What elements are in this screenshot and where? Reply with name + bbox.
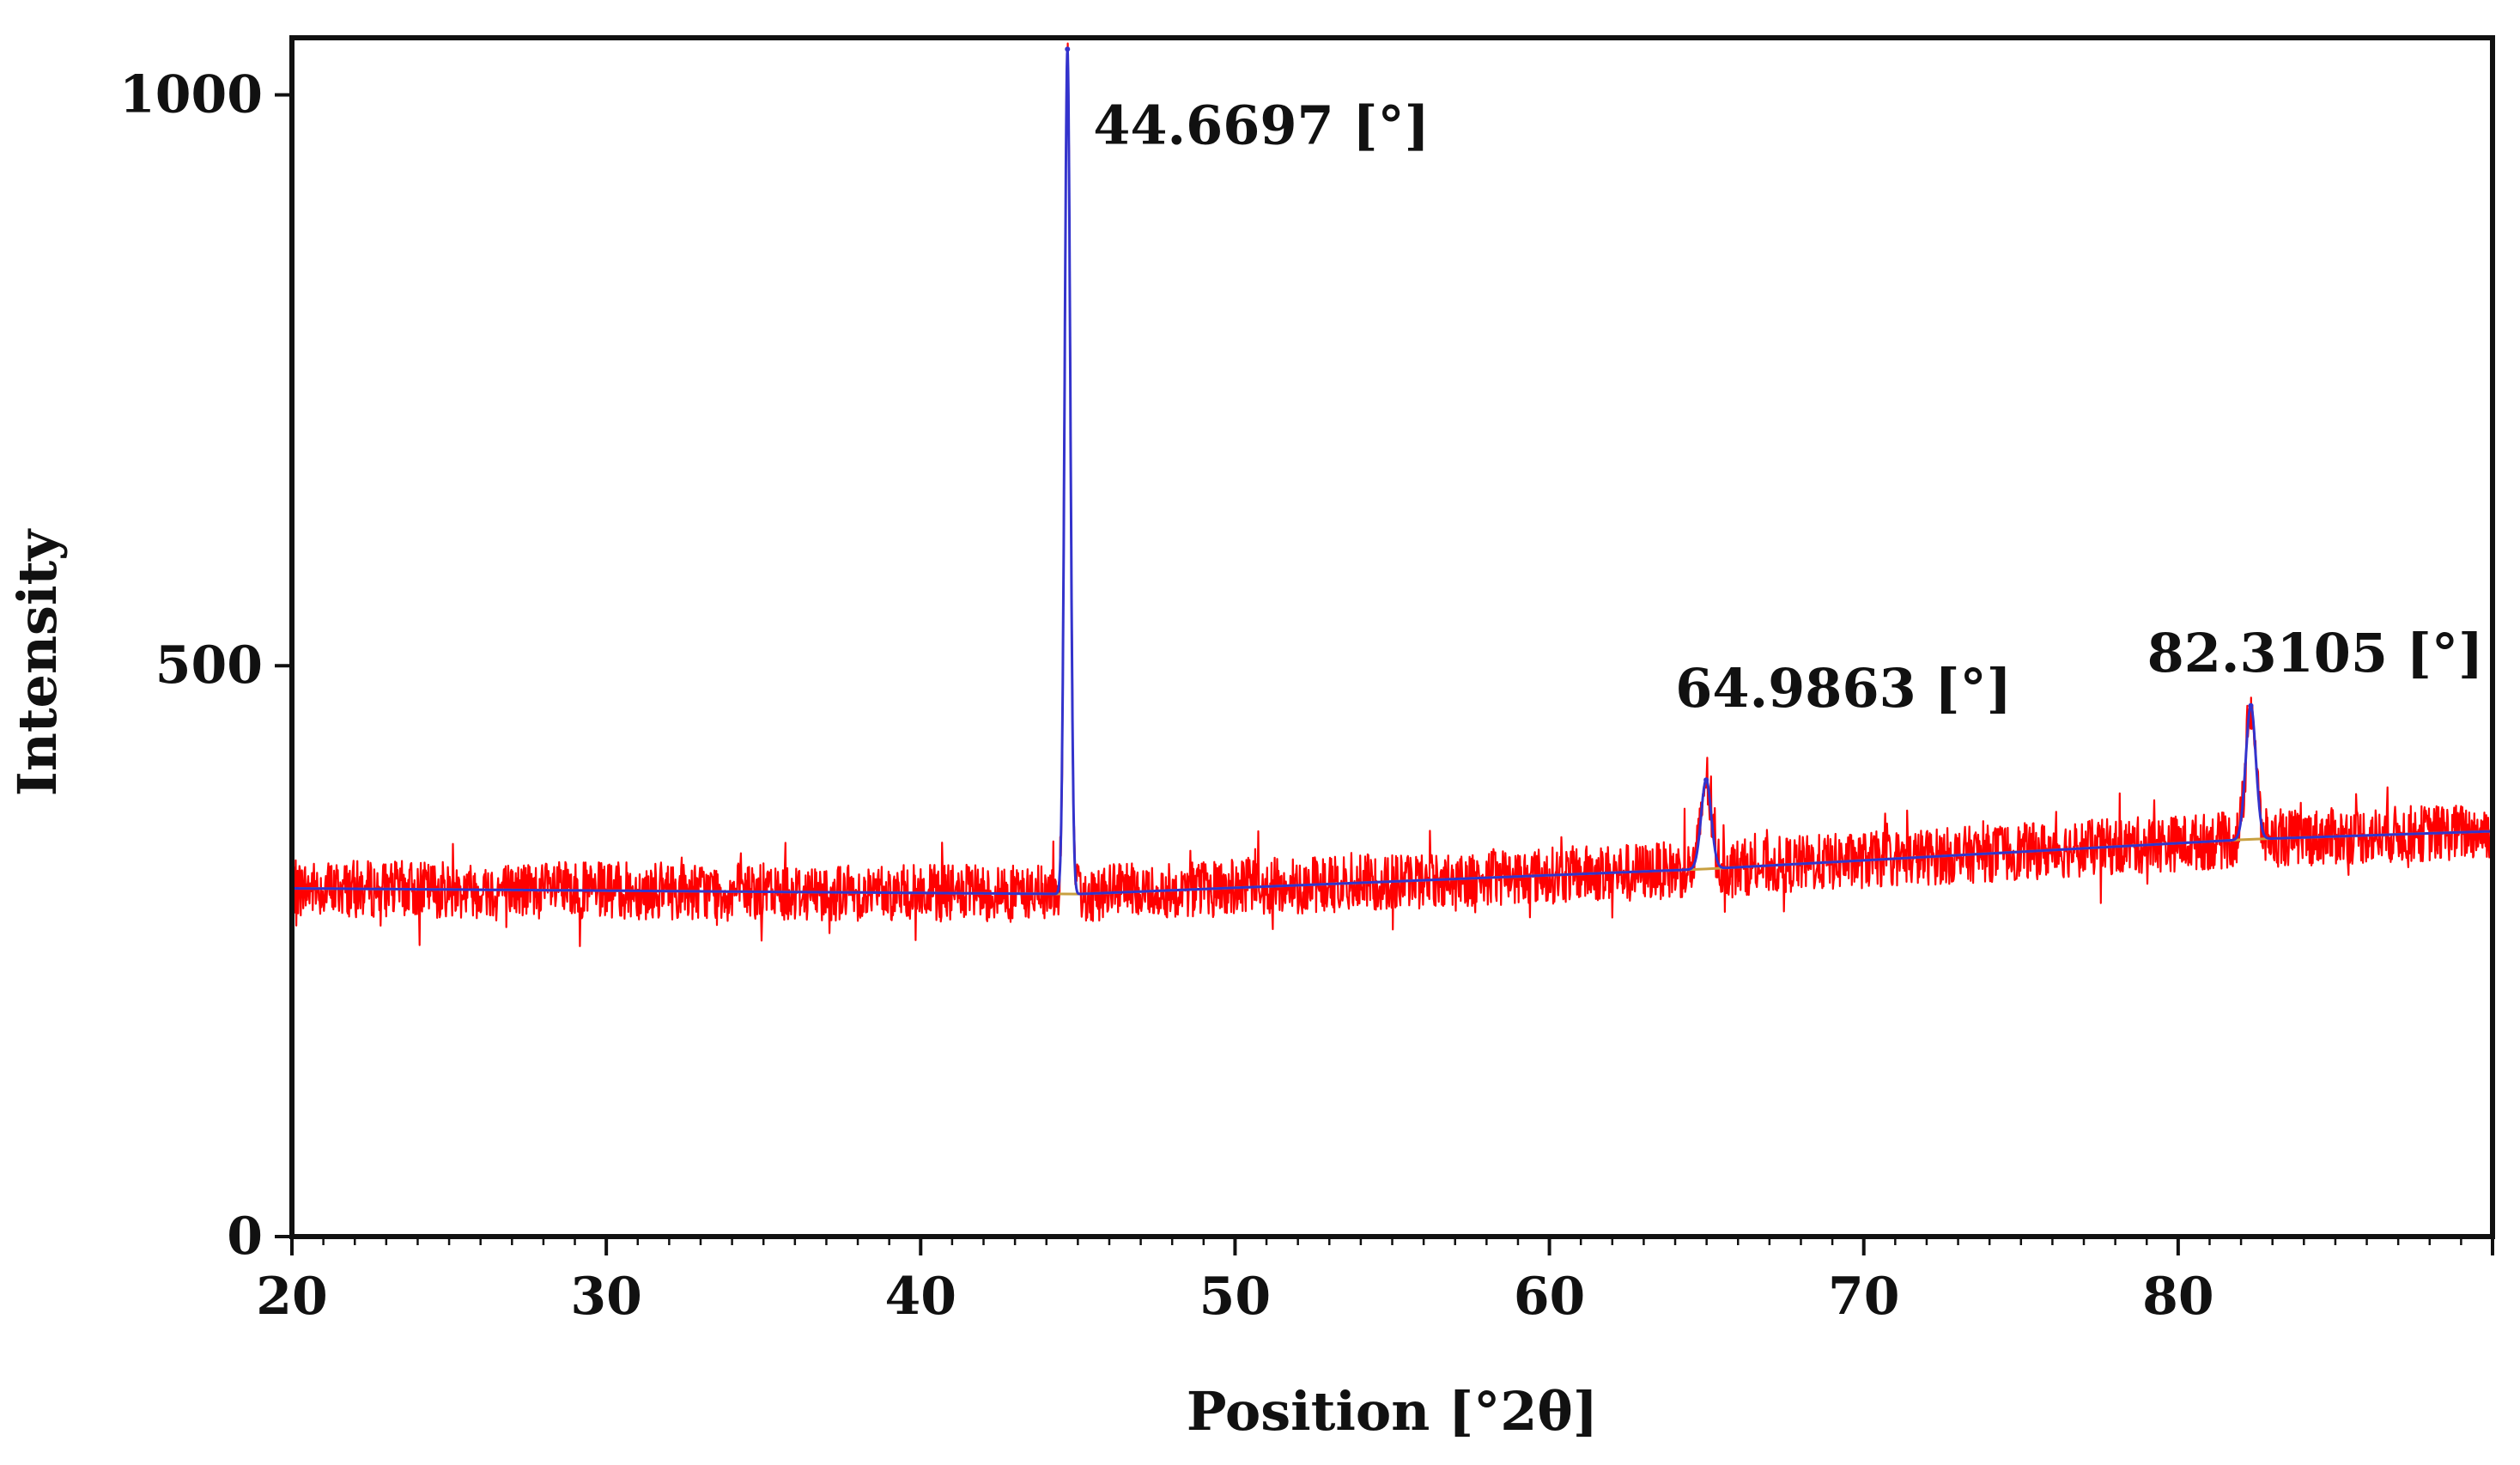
- peak-marker: [2248, 702, 2254, 708]
- x-tick-label: 70: [1828, 1267, 1900, 1327]
- x-tick-label: 80: [2142, 1267, 2214, 1327]
- x-axis-ticks: 20 30 40 50 60 70 80: [256, 1237, 2494, 1327]
- y-axis-title: Intensity: [6, 528, 69, 796]
- y-tick-label: 1000: [119, 64, 263, 125]
- x-tick-label: 40: [885, 1267, 957, 1327]
- fit-series-line: [292, 49, 2493, 896]
- x-tick-label: 30: [570, 1267, 642, 1327]
- peak-label: 82.3105 [°]: [2147, 622, 2484, 684]
- observed-series-line: [290, 42, 2494, 947]
- x-tick-label: 60: [1514, 1267, 1586, 1327]
- peak-marker: [1703, 777, 1709, 783]
- peak-marker: [1065, 46, 1071, 52]
- x-axis-title: Position [°2θ]: [1187, 1380, 1598, 1443]
- peak-label: 44.6697 [°]: [1093, 94, 1430, 156]
- peak-labels: 44.6697 [°] 64.9863 [°] 82.3105 [°]: [1065, 46, 2484, 783]
- x-tick-label: 20: [256, 1267, 328, 1327]
- x-tick-label: 50: [1199, 1267, 1272, 1327]
- y-tick-label: 500: [155, 635, 263, 696]
- y-axis-ticks: 0 500 1000: [119, 64, 292, 1267]
- plot-layer: [290, 42, 2494, 947]
- y-tick-label: 0: [227, 1207, 263, 1267]
- peak-label: 64.9863 [°]: [1675, 657, 2012, 720]
